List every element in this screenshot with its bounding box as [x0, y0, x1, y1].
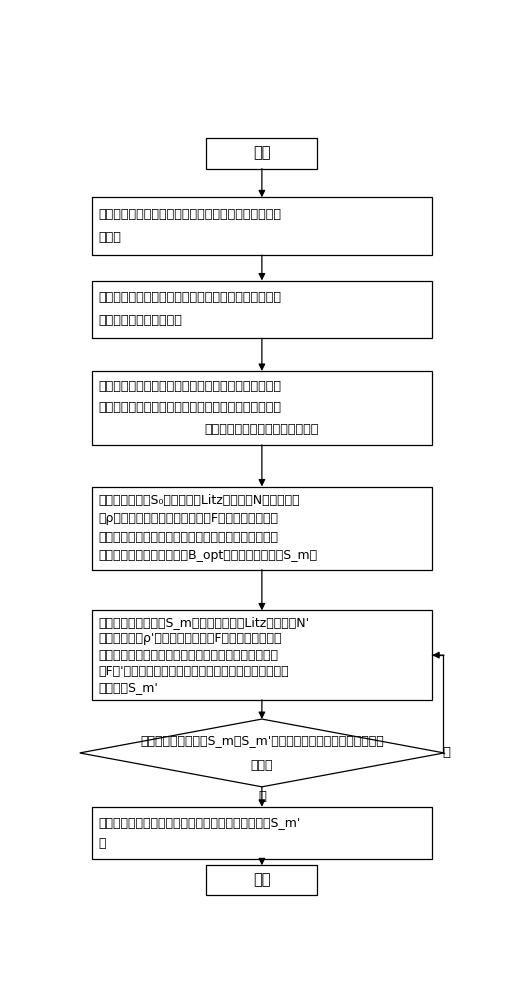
Text: 率ρ，同时，计算交流绕组系数值F；根据磁芯损耗系: 率ρ，同时，计算交流绕组系数值F；根据磁芯损耗系 [99, 512, 278, 525]
Text: 值: 值 [99, 837, 106, 850]
Text: 和设计容量之间的关系式: 和设计容量之间的关系式 [99, 314, 182, 327]
Text: 在特定磁芯结构和尺寸下，此时最大设计容量值就取S_m': 在特定磁芯结构和尺寸下，此时最大设计容量值就取S_m' [99, 816, 301, 829]
Text: ，绕组电阻率ρ'，和交流绕组系数F；再将磁芯损耗系: ，绕组电阻率ρ'，和交流绕组系数F；再将磁芯损耗系 [99, 632, 282, 645]
FancyBboxPatch shape [91, 281, 432, 338]
Text: 计容量值S_m': 计容量值S_m' [99, 681, 158, 694]
FancyBboxPatch shape [91, 371, 432, 445]
FancyBboxPatch shape [91, 197, 432, 255]
Text: 比较最大设计容量值S_m和S_m'之间的误差值，判断是否小于误差: 比较最大设计容量值S_m和S_m'之间的误差值，判断是否小于误差 [140, 734, 384, 747]
FancyBboxPatch shape [91, 807, 432, 859]
Text: 根据磁芯面积积公式和绕组损耗计算式，建立绕组损耗: 根据磁芯面积积公式和绕组损耗计算式，建立绕组损耗 [99, 291, 282, 304]
Text: 密计算式和最大设计容量的计算式: 密计算式和最大设计容量的计算式 [205, 423, 319, 436]
Text: 关系式；得到特定磁芯结构和磁芯尺寸下，最优工作磁: 关系式；得到特定磁芯结构和磁芯尺寸下，最优工作磁 [99, 401, 282, 414]
Polygon shape [80, 719, 444, 787]
Text: 结束: 结束 [253, 872, 271, 887]
Text: 数、磁芯尺寸、温升限制值、工作频率值和交流绕组系: 数、磁芯尺寸、温升限制值、工作频率值和交流绕组系 [99, 531, 278, 544]
Text: 确定变压器磁芯材料、磁芯结构和尺寸，建立磁芯损耗: 确定变压器磁芯材料、磁芯结构和尺寸，建立磁芯损耗 [99, 208, 282, 221]
Text: 数值，计算最优工作磁密值B_opt和最大设计容量值S_m。: 数值，计算最优工作磁密值B_opt和最大设计容量值S_m。 [99, 549, 318, 562]
Text: 数F：'，重新带入到最大设计容量计算式中，求得最大设: 数F：'，重新带入到最大设计容量计算式中，求得最大设 [99, 665, 289, 678]
Text: 否: 否 [442, 746, 450, 759]
Text: 计算式: 计算式 [99, 231, 122, 244]
FancyBboxPatch shape [206, 865, 317, 895]
Text: 建立变压器设计容量和工作磁密、频率以及温升之间的: 建立变压器设计容量和工作磁密、频率以及温升之间的 [99, 380, 282, 393]
FancyBboxPatch shape [91, 610, 432, 700]
Text: 初选设计容量值S₀，确定多股Litz线的股数N，绕组电阻: 初选设计容量值S₀，确定多股Litz线的股数N，绕组电阻 [99, 494, 300, 507]
Text: 根据最大设计容量值S_m，重新确定多股Litz线的股数N': 根据最大设计容量值S_m，重新确定多股Litz线的股数N' [99, 616, 310, 629]
Text: 设定值: 设定值 [250, 759, 273, 772]
FancyBboxPatch shape [91, 487, 432, 570]
FancyBboxPatch shape [206, 138, 317, 169]
Text: 是: 是 [258, 790, 266, 803]
Text: 数、磁芯尺寸、温升限制值、工作频率值和交流绕组系: 数、磁芯尺寸、温升限制值、工作频率值和交流绕组系 [99, 649, 278, 662]
Text: 开始: 开始 [253, 146, 271, 161]
